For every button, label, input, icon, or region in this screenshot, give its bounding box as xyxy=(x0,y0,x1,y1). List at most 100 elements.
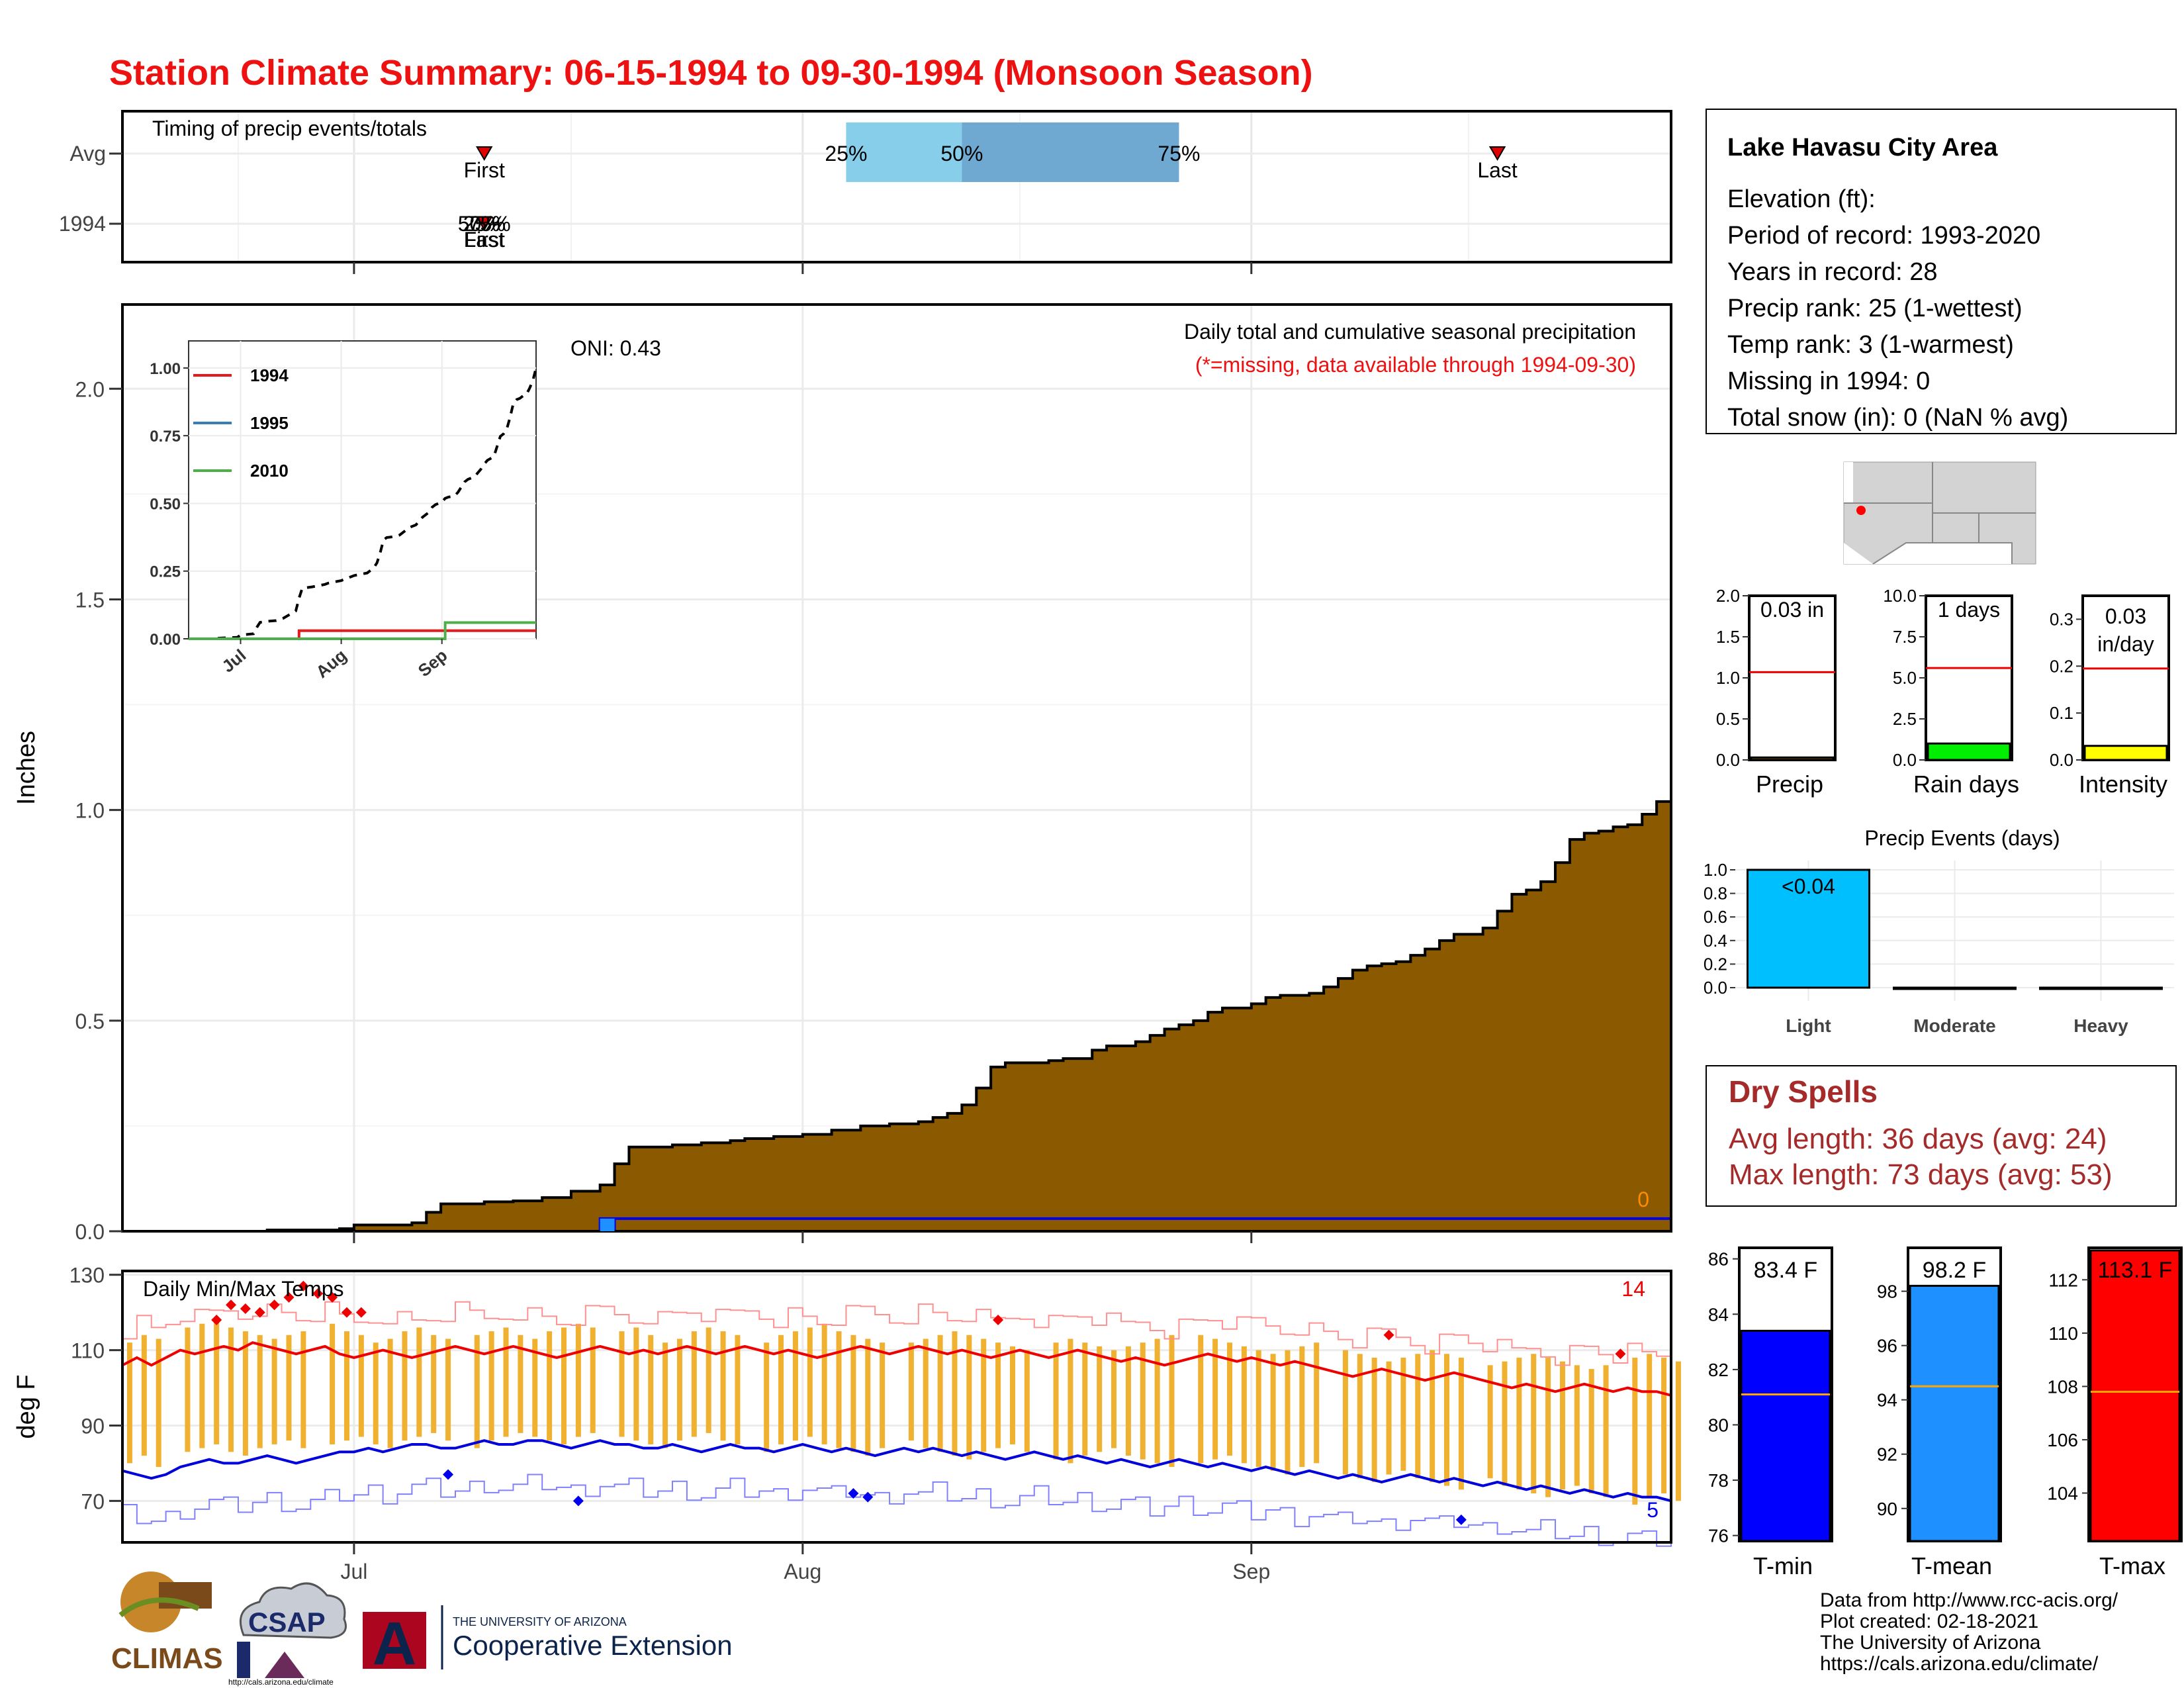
precip-bar-tick-label-1-2: 5.0 xyxy=(1893,668,1917,688)
temp-range-bar-1 xyxy=(141,1335,147,1456)
precip-ytick-label-4: 2.0 xyxy=(75,377,105,401)
temp-average-high-line xyxy=(122,1341,1672,1397)
temp-range-bar-19 xyxy=(402,1331,408,1441)
temp-average-low-line xyxy=(122,1439,1672,1503)
ua-cooperative-extension-logo: A THE UNIVERSITY OF ARIZONA Cooperative … xyxy=(363,1605,733,1677)
temp-range-bar-72 xyxy=(1169,1335,1175,1468)
timing-last-label: Last xyxy=(1477,158,1518,182)
temp-record-high-point-13 xyxy=(1615,1348,1626,1360)
temp-record-low-count: 5 xyxy=(1647,1498,1659,1522)
temp-record-low-point-3 xyxy=(862,1491,874,1503)
temp-ytick-label-3: 130 xyxy=(69,1264,105,1288)
temp-range-bar-66 xyxy=(1082,1342,1088,1456)
dry-spells-avg: Avg length: 36 days (avg: 24) xyxy=(1729,1123,2107,1155)
temp-panel: Daily Min/Max Temps 14 5 deg F 70 90 110 13… xyxy=(13,262,1681,1583)
temp-range-bar-4 xyxy=(185,1327,191,1452)
temp-bar-value-2 xyxy=(2089,1249,2181,1542)
timing-1994-label-3: 75% xyxy=(469,212,511,236)
csap-mountain-icon xyxy=(265,1652,304,1678)
temp-range-bar-92 xyxy=(1458,1357,1464,1490)
temp-range-bar-60 xyxy=(995,1342,1001,1448)
precip-bar-tick-label-0-2: 1.0 xyxy=(1716,668,1740,688)
temp-bar-tick-label-2-2: 108 xyxy=(2047,1376,2078,1397)
temp-x-ticks: Jul Aug Sep xyxy=(340,262,1270,1583)
temp-range-bar-27 xyxy=(518,1335,523,1433)
temp-range-bar-101 xyxy=(1588,1369,1594,1493)
precip-events-panel: Precip Events (days) Light Moderate Heavy <… xyxy=(1704,826,2174,1036)
temp-range-bar-31 xyxy=(575,1323,581,1437)
temp-bar-tick-label-0-1: 78 xyxy=(1708,1470,1729,1491)
precip-average-cumulative-area xyxy=(122,780,1672,1233)
temp-range-bar-104 xyxy=(1632,1357,1638,1505)
events-bar-heavy xyxy=(2039,986,2163,990)
precip-bar-value-1 xyxy=(1927,742,2011,761)
temp-range-bar-94 xyxy=(1487,1365,1493,1479)
cumulative-inset: 0.000.250.500.751.00 Jul Aug Sep 199419952… xyxy=(150,340,537,682)
info-box-frame xyxy=(1706,109,2177,434)
temp-y-ticks: 70 90 110 130 xyxy=(69,1264,122,1513)
inset-legend-label-1995: 1995 xyxy=(250,413,289,433)
temp-bar-tick-label-2-3: 110 xyxy=(2048,1323,2078,1344)
temp-range-bar-44 xyxy=(764,1342,770,1452)
precip-summary-bars: 0.03 in Precip 0.0 0.5 1.0 1.5 2.0 1 days Rain d… xyxy=(1716,586,2170,798)
temp-range-bar-15 xyxy=(343,1331,349,1441)
inset-legend-label-1994: 1994 xyxy=(250,365,289,385)
events-category-label-light: Light xyxy=(1786,1015,1831,1036)
temp-range-bar-99 xyxy=(1559,1361,1565,1490)
temp-record-high-point-8 xyxy=(327,1291,338,1303)
temp-range-bar-30 xyxy=(561,1327,567,1444)
ua-logo-line1: THE UNIVERSITY OF ARIZONA xyxy=(453,1615,627,1628)
temp-record-high-point-9 xyxy=(341,1307,352,1318)
dry-spells-frame xyxy=(1706,1065,2177,1207)
temp-range-bar-5 xyxy=(199,1323,205,1448)
map-southern-border xyxy=(1872,542,2013,565)
temp-record-low-point-4 xyxy=(1455,1514,1467,1525)
precip-bar-tick-label-2-3: 0.3 xyxy=(2050,609,2073,629)
inset-ytick-label-2: 0.50 xyxy=(150,495,181,513)
temp-range-bar-58 xyxy=(966,1335,972,1460)
temp-bar-name-1: T-mean xyxy=(1911,1552,1992,1579)
precip-ytick-label-3: 1.5 xyxy=(75,588,105,612)
temp-range-bar-105 xyxy=(1647,1354,1653,1497)
temp-bar-tick-label-0-5: 86 xyxy=(1708,1249,1729,1270)
temp-range-bar-86 xyxy=(1371,1357,1377,1482)
info-line-period: Period of record: 1993-2020 xyxy=(1727,222,2040,250)
csap-bars-icon xyxy=(237,1642,250,1678)
events-ytick-label-3: 0.6 xyxy=(1704,907,1727,927)
temp-bar-value-label-1: 98.2 F xyxy=(1923,1258,1986,1283)
precip-1994-first-day-block xyxy=(600,1218,615,1231)
temp-bar-name-0: T-min xyxy=(1753,1552,1813,1579)
temp-range-bar-55 xyxy=(923,1338,929,1448)
precip-ytick-label-2: 1.0 xyxy=(75,799,105,823)
temp-range-bar-77 xyxy=(1241,1346,1247,1464)
temp-range-bar-50 xyxy=(850,1335,856,1452)
temp-record-high-point-1 xyxy=(226,1299,237,1311)
inset-ytick-label-4: 1.00 xyxy=(150,360,181,378)
inset-average-dashed-line xyxy=(189,367,537,640)
csap-logo-text: CSAP xyxy=(248,1607,326,1638)
temp-range-bar-29 xyxy=(547,1331,553,1441)
station-info-box: Lake Havasu City Area Elevation (ft): Pe… xyxy=(1706,109,2177,434)
temp-panel-title: Daily Min/Max Temps xyxy=(143,1277,343,1301)
timing-row-label-1994: 1994 xyxy=(59,212,106,236)
temp-range-bar-16 xyxy=(358,1335,364,1437)
precip-missing-count: 0 xyxy=(1637,1188,1649,1211)
temp-range-bar-24 xyxy=(474,1335,480,1448)
temp-range-bar-26 xyxy=(503,1327,509,1437)
climas-logo-text: CLIMAS xyxy=(111,1642,223,1675)
temp-range-bar-87 xyxy=(1386,1361,1392,1475)
temp-bar-tick-label-1-4: 98 xyxy=(1877,1282,1897,1302)
events-title: Precip Events (days) xyxy=(1864,826,2060,850)
timing-q25-label: 25% xyxy=(825,142,867,165)
temp-range-bar-65 xyxy=(1068,1338,1073,1464)
temp-range-bar-40 xyxy=(705,1327,711,1433)
temp-range-bar-8 xyxy=(242,1331,248,1456)
temp-record-high-point-6 xyxy=(298,1280,309,1291)
temp-range-bar-106 xyxy=(1661,1357,1667,1493)
precip-oni-label: ONI: 0.43 xyxy=(570,336,661,360)
precip-subtitle: Daily total and cumulative seasonal prec… xyxy=(1184,320,1636,344)
temp-range-bar-74 xyxy=(1198,1335,1204,1464)
precip-bar-name-2: Intensity xyxy=(2079,771,2167,798)
